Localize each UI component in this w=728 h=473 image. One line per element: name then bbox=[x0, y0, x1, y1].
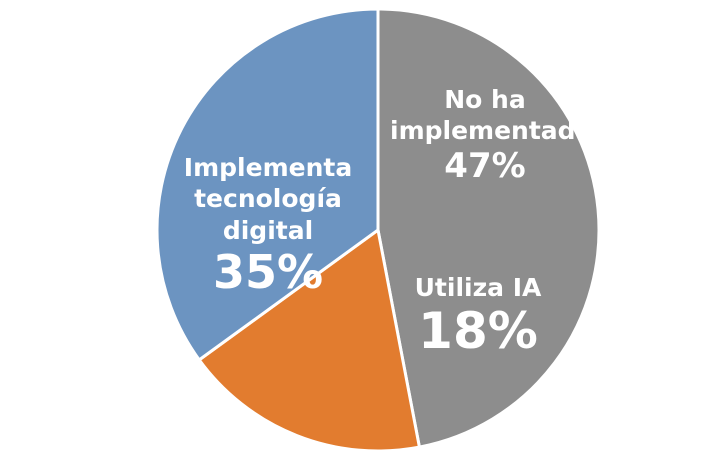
pie-slice bbox=[197, 227, 422, 453]
pie-slice bbox=[155, 7, 380, 362]
value-label: 35% bbox=[212, 244, 324, 299]
pie-slice bbox=[376, 7, 601, 449]
category-label: No ha implementado bbox=[390, 85, 593, 146]
slice-label: Utiliza IA 18% bbox=[378, 272, 578, 361]
value-label: 18% bbox=[418, 302, 538, 361]
category-label: Implementa tecnología digital bbox=[183, 153, 353, 245]
category-label: Utiliza IA bbox=[414, 273, 542, 302]
value-label: 47% bbox=[444, 145, 526, 186]
slice-label: Implementa tecnología digital 35% bbox=[153, 152, 383, 299]
slice-label: No ha implementado 47% bbox=[390, 84, 593, 186]
